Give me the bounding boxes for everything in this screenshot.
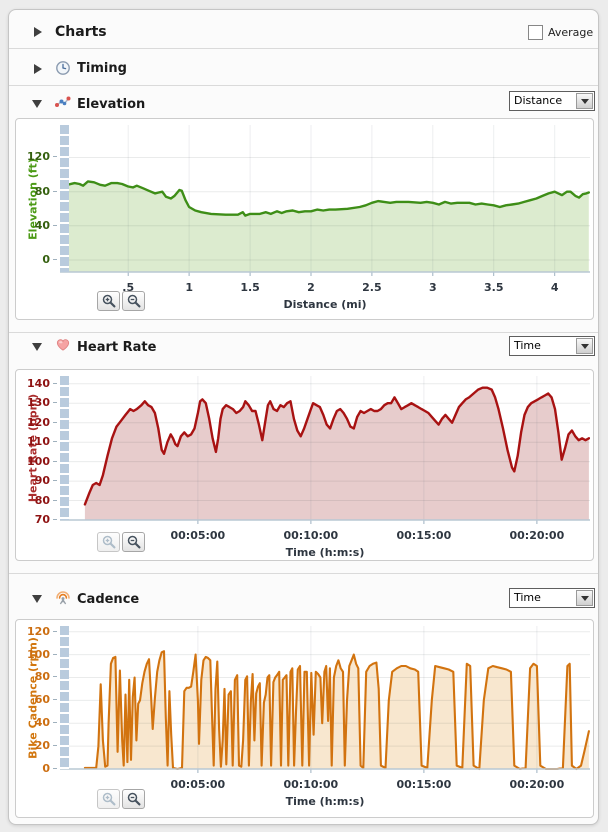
x-tick-label: 00:20:00 bbox=[509, 778, 565, 791]
x-tick-label: 00:15:00 bbox=[396, 529, 452, 542]
x-tick-label: 4 bbox=[550, 281, 559, 294]
elevation-chart: Elevation (ft) 0 40 80 120 .5 1 1.5 2 2.5 3 3.5 4 … bbox=[15, 118, 594, 320]
y-tick-label: 0 bbox=[16, 762, 57, 775]
elevation-section-title: Elevation bbox=[77, 97, 146, 112]
y-tick-label: 80 bbox=[16, 185, 57, 198]
zoom-in-button[interactable] bbox=[97, 532, 120, 552]
collapse-arrow-icon[interactable] bbox=[32, 343, 42, 351]
x-tick-label: 3.5 bbox=[483, 281, 504, 294]
zoom-in-button[interactable] bbox=[97, 291, 120, 311]
dropdown-arrow-icon[interactable] bbox=[576, 338, 593, 354]
x-tick-label: 1 bbox=[185, 281, 193, 294]
divider bbox=[9, 332, 598, 333]
average-checkbox[interactable] bbox=[528, 25, 543, 40]
x-tick-label: 00:10:00 bbox=[283, 529, 339, 542]
heart-rate-section-title: Heart Rate bbox=[77, 340, 157, 355]
y-tick-label: 140 bbox=[16, 377, 57, 390]
cadence-icon bbox=[55, 589, 71, 605]
average-checkbox-label: Average bbox=[548, 26, 594, 39]
selected-option: Time bbox=[514, 591, 541, 604]
y-tick-label: 20 bbox=[16, 739, 57, 752]
cadence-plot-area[interactable] bbox=[60, 626, 590, 774]
timing-section-title: Timing bbox=[77, 61, 127, 76]
dropdown-arrow-icon[interactable] bbox=[576, 590, 593, 606]
y-tick-label: 100 bbox=[16, 455, 57, 468]
y-tick-label: 120 bbox=[16, 625, 57, 638]
zoom-in-button[interactable] bbox=[97, 789, 120, 809]
heart-rate-x-axis-select[interactable]: Time bbox=[509, 336, 595, 356]
zoom-controls bbox=[97, 789, 145, 809]
heart-icon bbox=[55, 337, 71, 353]
selected-option: Time bbox=[514, 339, 541, 352]
divider bbox=[9, 48, 598, 49]
elevation-icon bbox=[55, 94, 71, 110]
chart-zoom-handle[interactable] bbox=[60, 125, 69, 272]
zoom-out-button[interactable] bbox=[122, 532, 145, 552]
x-tick-label: .5 bbox=[122, 281, 135, 294]
zoom-out-button[interactable] bbox=[122, 789, 145, 809]
x-axis-title: Time (h:m:s) bbox=[285, 546, 365, 559]
y-tick-label: 110 bbox=[16, 435, 57, 448]
x-tick-label: 1.5 bbox=[240, 281, 260, 294]
selected-option: Distance bbox=[514, 94, 563, 107]
charts-panel: Charts Average Timing Elevation Distance bbox=[8, 9, 599, 825]
y-tick-label: 100 bbox=[16, 648, 57, 661]
chart-zoom-handle[interactable] bbox=[60, 626, 69, 769]
y-tick-label: 120 bbox=[16, 150, 57, 163]
zoom-out-button[interactable] bbox=[122, 291, 145, 311]
heart-rate-plot-area[interactable] bbox=[60, 376, 590, 525]
collapse-arrow-icon[interactable] bbox=[32, 100, 42, 108]
dropdown-arrow-icon[interactable] bbox=[576, 93, 593, 109]
heart-rate-chart: Heart Rate (bpm) 70 80 90 100 110 120 130 140 0… bbox=[15, 369, 594, 561]
x-tick-label: 3 bbox=[428, 281, 437, 294]
y-tick-label: 0 bbox=[16, 253, 57, 266]
y-tick-label: 120 bbox=[16, 416, 57, 429]
y-tick-label: 80 bbox=[16, 670, 57, 683]
collapse-arrow-icon[interactable] bbox=[32, 595, 42, 603]
zoom-controls bbox=[97, 291, 145, 311]
x-tick-label: 00:05:00 bbox=[170, 778, 226, 791]
cadence-chart: Bike Cadence (rpm) 0 20 40 60 80 100 120 00:05… bbox=[15, 619, 594, 818]
x-tick-label: 00:10:00 bbox=[283, 778, 339, 791]
y-tick-label: 80 bbox=[16, 494, 57, 507]
x-tick-label: 00:15:00 bbox=[396, 778, 452, 791]
divider bbox=[9, 573, 598, 574]
y-tick-label: 90 bbox=[16, 474, 57, 487]
y-tick-label: 130 bbox=[16, 396, 57, 409]
elevation-x-axis-select[interactable]: Distance bbox=[509, 91, 595, 111]
x-tick-label: 00:20:00 bbox=[509, 529, 565, 542]
x-axis-title: Distance (mi) bbox=[283, 298, 367, 311]
x-tick-label: 2 bbox=[307, 281, 315, 294]
x-tick-label: 2.5 bbox=[362, 281, 382, 294]
zoom-controls bbox=[97, 532, 145, 552]
y-tick-label: 60 bbox=[16, 693, 57, 706]
panel-title: Charts bbox=[55, 24, 107, 40]
collapse-arrow-icon[interactable] bbox=[34, 27, 42, 37]
divider bbox=[9, 85, 598, 86]
cadence-x-axis-select[interactable]: Time bbox=[509, 588, 595, 608]
x-tick-label: 00:05:00 bbox=[170, 529, 226, 542]
chart-zoom-handle[interactable] bbox=[60, 376, 69, 520]
cadence-section-title: Cadence bbox=[77, 592, 140, 607]
x-axis-title: Time (h:m:s) bbox=[285, 795, 365, 808]
expand-arrow-icon[interactable] bbox=[34, 64, 42, 74]
y-tick-label: 40 bbox=[16, 219, 57, 232]
clock-icon bbox=[55, 60, 71, 76]
elevation-plot-area[interactable] bbox=[60, 125, 590, 277]
y-tick-label: 70 bbox=[16, 513, 57, 526]
y-tick-label: 40 bbox=[16, 716, 57, 729]
